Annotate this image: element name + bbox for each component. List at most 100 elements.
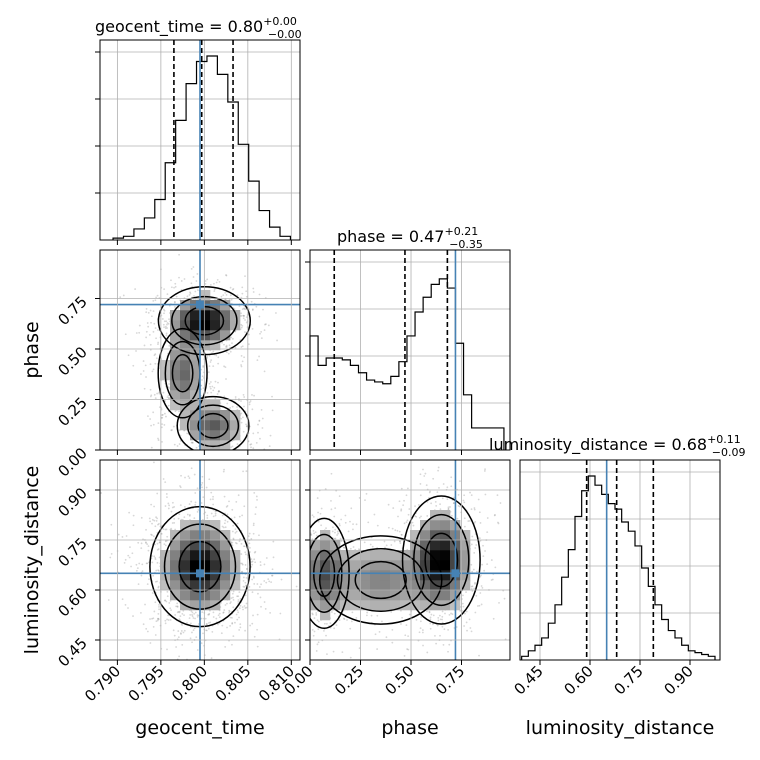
sample-point — [251, 408, 254, 411]
sample-point — [218, 390, 220, 393]
sample-point — [472, 568, 475, 571]
sample-point — [461, 602, 464, 605]
sample-point — [213, 290, 216, 293]
sample-point — [370, 614, 373, 617]
sample-point — [154, 525, 157, 528]
sample-point — [232, 598, 235, 601]
sample-point — [156, 517, 159, 520]
sample-point — [306, 603, 308, 605]
y-tick-label: 0.75 — [54, 293, 90, 329]
sample-point — [232, 606, 235, 609]
sample-point — [187, 467, 189, 469]
sample-point — [210, 391, 213, 394]
sample-point — [177, 517, 180, 520]
sample-point — [192, 276, 195, 278]
density-cell — [200, 590, 211, 601]
sample-point — [465, 610, 468, 613]
sample-point — [170, 429, 173, 432]
sample-point — [240, 412, 243, 415]
sample-point — [149, 418, 152, 420]
sample-point — [217, 614, 220, 617]
sample-point — [177, 610, 180, 613]
sample-point — [251, 308, 254, 311]
sample-point — [302, 560, 304, 562]
sample-point — [408, 613, 411, 616]
density-cell — [170, 310, 181, 321]
sample-point — [190, 282, 193, 285]
sample-point — [313, 630, 316, 633]
sample-point — [271, 574, 274, 577]
sample-point — [176, 611, 179, 614]
sample-point — [155, 569, 158, 572]
sample-point — [156, 492, 159, 495]
sample-point — [344, 514, 347, 517]
sample-point — [240, 354, 243, 357]
sample-point — [301, 591, 303, 593]
y-tick-label: 0.25 — [54, 394, 90, 430]
sample-point — [286, 563, 288, 565]
density-cell — [320, 550, 331, 561]
sample-point — [260, 605, 262, 608]
sample-point — [260, 408, 263, 411]
density-cell — [370, 570, 381, 581]
sample-point — [236, 618, 239, 621]
sample-point — [430, 502, 433, 505]
sample-point — [192, 266, 195, 268]
density-cell — [190, 340, 201, 351]
sample-point — [467, 520, 470, 522]
sample-point — [240, 314, 243, 317]
sample-point — [214, 510, 217, 513]
sample-point — [305, 584, 307, 586]
sample-point — [244, 607, 247, 609]
sample-point — [307, 566, 309, 568]
sample-point — [264, 566, 266, 568]
sample-point — [471, 535, 474, 538]
sample-point — [315, 650, 318, 652]
density-cell — [180, 390, 191, 401]
sample-point — [312, 634, 315, 637]
sample-point — [429, 627, 432, 630]
sample-point — [490, 579, 493, 581]
sample-point — [167, 404, 170, 407]
sample-point — [151, 370, 154, 373]
sample-point — [163, 543, 166, 546]
sample-point — [234, 396, 237, 398]
sample-point — [178, 276, 180, 279]
sample-point — [146, 322, 149, 324]
density-cell — [170, 400, 181, 411]
sample-point — [158, 569, 160, 572]
sample-point — [314, 531, 317, 534]
sample-point — [251, 591, 254, 594]
density-cell — [210, 550, 221, 561]
y-axis-label-luminosity-distance: luminosity_distance — [21, 466, 43, 655]
sample-point — [344, 521, 347, 524]
sample-point — [268, 445, 271, 448]
sample-point — [182, 631, 185, 634]
density-cell — [380, 600, 391, 611]
sample-point — [295, 557, 297, 559]
density-cell — [220, 330, 231, 341]
sample-point — [486, 563, 489, 566]
sample-point — [152, 423, 155, 426]
density-cell — [330, 590, 341, 601]
sample-point — [306, 501, 308, 503]
panel-frame-luminosity_distance — [519, 459, 721, 661]
sample-point — [470, 563, 473, 566]
sample-point — [307, 566, 309, 568]
sample-point — [210, 491, 213, 494]
sample-point — [227, 352, 230, 355]
sample-point — [214, 461, 216, 463]
density-cell — [190, 350, 201, 361]
density-cell — [320, 560, 331, 571]
sample-point — [193, 517, 196, 520]
sample-point — [297, 588, 299, 590]
contour-line — [186, 404, 240, 448]
sample-point — [153, 393, 156, 396]
sample-point — [240, 417, 243, 420]
sample-point — [169, 600, 172, 602]
sample-point — [248, 585, 251, 588]
sample-point — [263, 370, 266, 373]
sample-point — [163, 312, 165, 315]
sample-point — [215, 471, 217, 473]
sample-point — [232, 537, 235, 540]
